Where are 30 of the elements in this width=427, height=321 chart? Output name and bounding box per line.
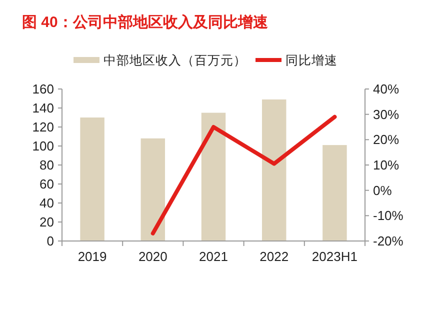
legend-label: 同比增速 [286, 53, 338, 68]
y-tick-label: 40 [40, 196, 54, 211]
bar [262, 99, 286, 241]
bar [322, 145, 347, 241]
y2-tick-label: 30% [373, 106, 400, 122]
bar [140, 138, 166, 241]
y2-tick-label: 0% [373, 182, 392, 198]
y-tick-label: 60 [40, 176, 54, 192]
y2-tick-label: 40% [373, 82, 400, 97]
y-tick-label: 120 [32, 120, 54, 135]
x-tick-label: 2019 [78, 249, 107, 264]
y-tick-label: 80 [40, 158, 54, 173]
y-tick-label: 140 [32, 100, 54, 116]
y-tick-label: 160 [32, 82, 54, 97]
x-tick-label: 2023H1 [312, 249, 358, 264]
y2-tick-label: 10% [373, 158, 400, 173]
y2-tick-label: -20% [373, 234, 404, 249]
x-tick-label: 2021 [199, 249, 228, 264]
line-series [150, 114, 337, 236]
bar [201, 112, 226, 241]
y-tick-label: 100 [32, 138, 54, 154]
y-tick-label: 20 [40, 214, 54, 230]
bar [80, 118, 104, 241]
y-tick-label: 0 [46, 234, 54, 249]
y2-tick-label: -10% [373, 208, 404, 224]
legend-label: 中部地区收入（百万元） [104, 53, 246, 68]
y2-tick-label: 20% [373, 132, 400, 148]
x-tick-label: 2022 [260, 249, 289, 264]
chart-title: 图 40：公司中部地区收入及同比增速 [22, 13, 269, 31]
x-tick-label: 2020 [138, 249, 168, 264]
